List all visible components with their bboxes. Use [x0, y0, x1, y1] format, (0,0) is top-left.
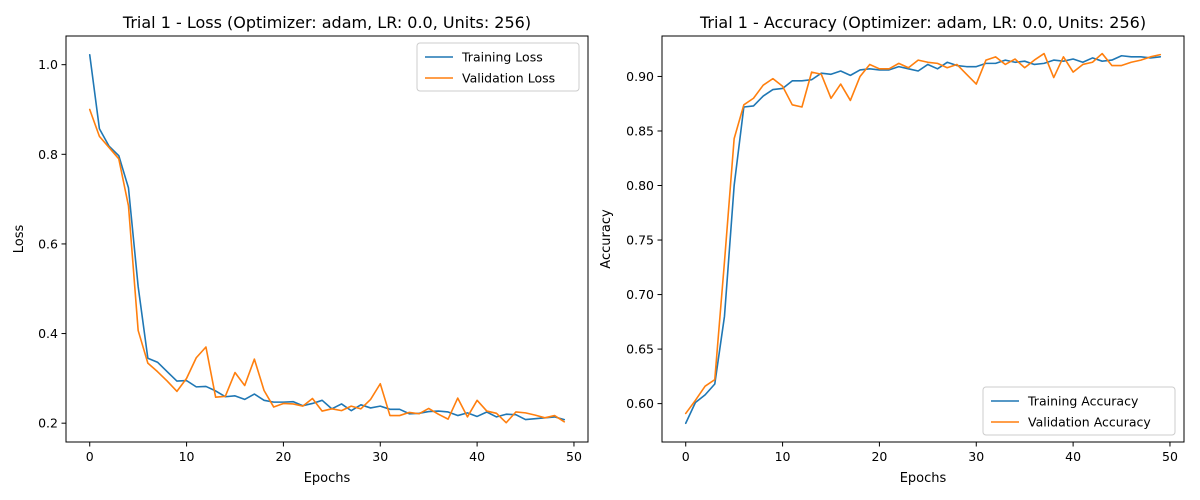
loss-y-tick-label: 0.2	[38, 416, 58, 431]
accuracy-y-tick-label: 0.65	[626, 342, 654, 357]
accuracy-x-tick-label: 10	[775, 449, 791, 464]
accuracy-legend-entry: Validation Accuracy	[1028, 415, 1151, 430]
accuracy-y-tick-label: 0.85	[626, 123, 654, 138]
loss-x-tick-label: 40	[469, 449, 485, 464]
accuracy-x-tick-label: 30	[968, 449, 984, 464]
loss-series-line-training	[88, 54, 566, 421]
loss-legend-entry: Training Loss	[461, 50, 543, 65]
loss-y-tick-label: 0.4	[38, 326, 58, 341]
accuracy-series-line-validation	[684, 52, 1162, 415]
loss-axes-frame	[65, 35, 589, 443]
accuracy-chart-title: Trial 1 - Accuracy (Optimizer: adam, LR:…	[699, 13, 1146, 32]
loss-x-tick-label: 50	[566, 449, 582, 464]
loss-legend: Training Loss Validation Loss	[416, 42, 580, 92]
loss-y-tick-label: 0.8	[38, 147, 58, 162]
loss-legend-entry: Validation Loss	[462, 71, 555, 86]
accuracy-y-tick-label: 0.75	[626, 233, 654, 248]
accuracy-y-tick-label: 0.60	[626, 396, 654, 411]
loss-y-axis-label: Loss	[12, 225, 27, 254]
accuracy-y-tick-label: 0.90	[626, 69, 654, 84]
loss-x-tick-label: 30	[372, 449, 388, 464]
accuracy-legend: Training Accuracy Validation Accuracy	[982, 386, 1176, 436]
loss-x-tick-label: 0	[86, 449, 94, 464]
loss-y-tick-label: 0.6	[38, 236, 58, 251]
accuracy-legend-box	[982, 386, 1176, 436]
loss-x-axis-label: Epochs	[304, 471, 351, 486]
loss-chart-title: Trial 1 - Loss (Optimizer: adam, LR: 0.0…	[122, 13, 531, 32]
accuracy-chart-panel: 0 10 20 30 40 50 0.60 0.65 0.70 0.75 0.80 0.85 0.90 T…	[599, 13, 1185, 486]
accuracy-y-tick-label: 0.80	[626, 178, 654, 193]
loss-legend-box	[416, 42, 580, 92]
loss-chart-panel: 0 10 20 30 40 50 0.2 0.4 0.6 0.8 1.0 Trial 1 - Loss…	[12, 13, 589, 486]
loss-series-line-validation	[88, 108, 566, 424]
accuracy-legend-entry: Training Accuracy	[1027, 394, 1139, 409]
loss-y-tick-label: 1.0	[38, 57, 58, 72]
accuracy-series-line-training	[684, 54, 1162, 425]
accuracy-x-tick-label: 40	[1065, 449, 1081, 464]
accuracy-y-axis-label: Accuracy	[599, 209, 614, 269]
accuracy-axes-frame	[661, 35, 1185, 443]
accuracy-x-tick-label: 20	[871, 449, 887, 464]
loss-x-tick-label: 10	[179, 449, 195, 464]
accuracy-y-tick-label: 0.70	[626, 287, 654, 302]
accuracy-x-tick-label: 50	[1162, 449, 1178, 464]
loss-x-tick-label: 20	[275, 449, 291, 464]
accuracy-x-tick-label: 0	[682, 449, 690, 464]
accuracy-x-axis-label: Epochs	[900, 471, 947, 486]
